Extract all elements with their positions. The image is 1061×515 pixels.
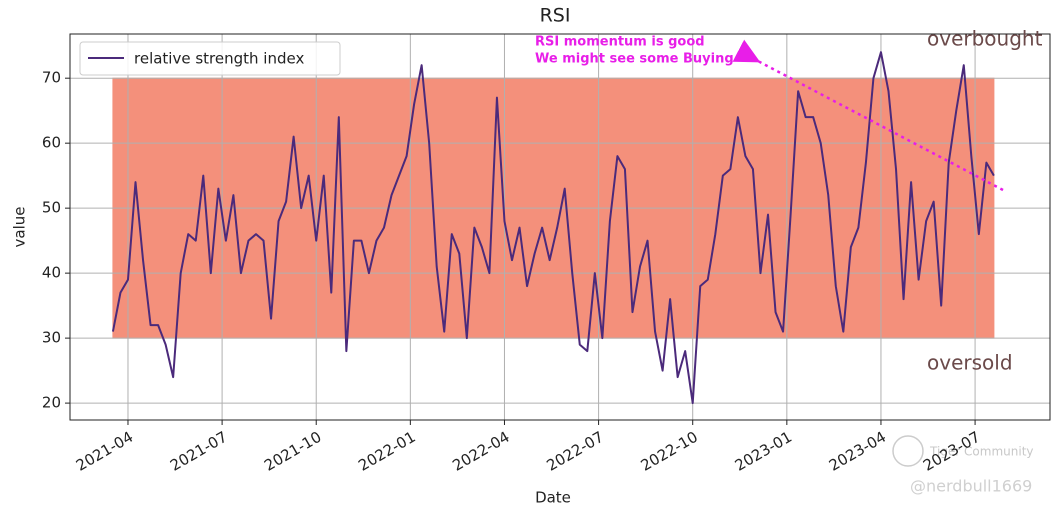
x-tick-label: 2023-01: [732, 428, 795, 475]
y-tick-label: 50: [42, 199, 61, 217]
annotation: RSI momentum is good: [535, 35, 705, 50]
y-tick-label: 40: [42, 264, 61, 282]
watermark-logo: [892, 435, 924, 467]
y-axis-label: value: [11, 207, 29, 248]
x-axis-label: Date: [535, 489, 571, 507]
watermark: @nerdbull1669: [910, 477, 1032, 496]
y-tick-label: 60: [42, 134, 61, 152]
annotation: oversold: [927, 351, 1013, 375]
series-line: [111, 51, 995, 405]
x-tick-label: 2022-07: [544, 428, 607, 475]
x-tick-label: 2022-10: [638, 428, 701, 475]
y-tick-label: 20: [42, 394, 61, 412]
x-tick-label: 2021-10: [261, 428, 324, 475]
watermark: Tiger Community: [929, 445, 1034, 459]
y-tick-label: 30: [42, 329, 61, 347]
plot-marks: [111, 51, 995, 405]
annotation: We might see some Buying: [535, 52, 734, 67]
legend-label: relative strength index: [134, 50, 304, 68]
x-tick-label: 2022-01: [355, 428, 418, 475]
chart-title: RSI: [540, 5, 571, 27]
y-tick-label: 70: [42, 69, 61, 87]
legend: relative strength index: [79, 41, 341, 76]
x-tick-label: 2021-04: [73, 428, 136, 475]
annotation-arrow: [732, 39, 1004, 192]
x-tick-label: 2022-04: [449, 428, 512, 475]
x-tick-label: 2023-04: [826, 428, 889, 475]
plot-back: [70, 34, 1050, 420]
legend-box: [79, 41, 341, 76]
annotation: overbought: [927, 27, 1043, 51]
plot-frame: [69, 33, 1051, 421]
x-tick-label: 2021-07: [167, 428, 230, 475]
